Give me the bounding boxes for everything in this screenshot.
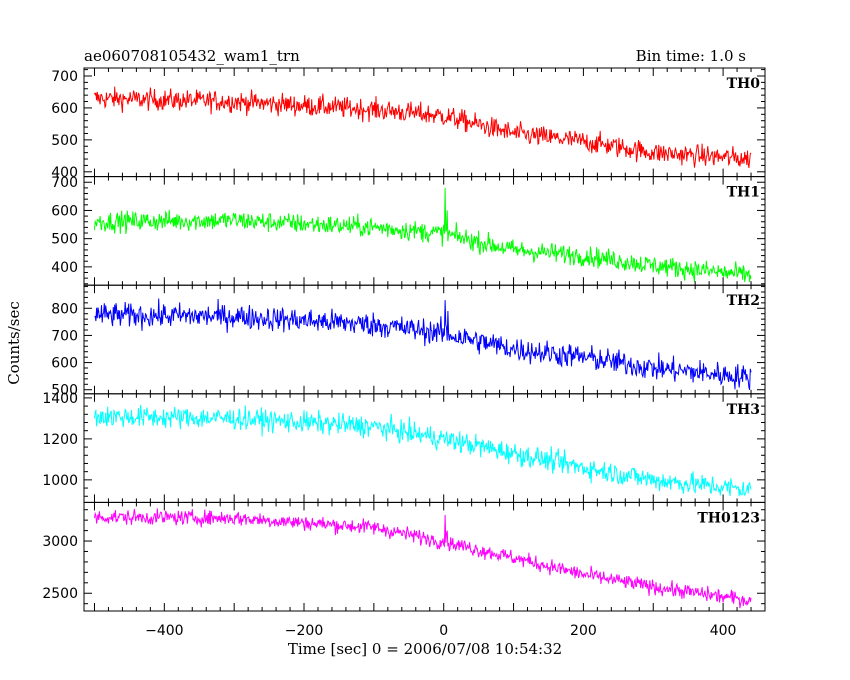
y-tick-label: 500 (51, 232, 78, 248)
y-tick-label: 700 (51, 175, 78, 191)
y-tick-label: 800 (51, 301, 78, 317)
panels: 400 500 600 700 TH0 400 500 600 700 TH1 500 600 700 8… (42, 67, 766, 612)
y-tick-label: 1000 (42, 473, 78, 489)
y-tick-label: 600 (51, 203, 78, 219)
x-axis: −400 −200 0 200 400 (145, 623, 736, 639)
chart-title: ae060708105432_wam1_trn (84, 47, 300, 65)
series-line-th0123 (94, 508, 752, 609)
panel-frame (83, 501, 766, 612)
series-label-th1: TH1 (727, 185, 760, 201)
series-line-th2 (94, 298, 752, 391)
series-label-th2: TH2 (727, 293, 760, 309)
x-tick-label: 400 (710, 623, 737, 639)
y-tick-label: 1200 (42, 432, 78, 448)
series-line-th1 (94, 187, 752, 283)
y-tick-label: 700 (51, 69, 78, 85)
y-tick-label: 500 (51, 383, 78, 399)
x-tick-label: 200 (570, 623, 597, 639)
x-axis-label: Time [sec] 0 = 2006/07/08 10:54:32 (288, 640, 562, 658)
y-tick-label: 500 (51, 133, 78, 149)
x-tick-label: −200 (285, 623, 323, 639)
x-tick-label: 0 (439, 623, 448, 639)
bin-time-label: Bin time: 1.0 s (636, 47, 746, 65)
panel-th0: 400 500 600 700 TH0 (51, 67, 766, 181)
x-tick-label: −400 (145, 623, 183, 639)
panel-th0123: 2500 3000 TH0123 (42, 501, 766, 612)
y-tick-label: 2500 (42, 586, 78, 602)
series-label-th3: TH3 (727, 402, 760, 418)
panel-th1: 400 500 600 700 TH1 (51, 175, 766, 286)
series-label-th0123: TH0123 (697, 510, 760, 526)
panel-frame (83, 67, 766, 178)
series-line-th3 (94, 404, 752, 497)
y-tick-label: 400 (51, 165, 78, 181)
y-axis-label: Counts/sec (5, 301, 23, 385)
y-tick-label: 3000 (42, 534, 78, 550)
y-tick-label: 700 (51, 328, 78, 344)
panel-th3: 1000 1200 1400 TH3 (42, 391, 766, 503)
y-tick-label: 1400 (42, 391, 78, 407)
y-tick-label: 600 (51, 356, 78, 372)
series-line-th0 (94, 86, 752, 168)
series-label-th0: TH0 (727, 76, 761, 92)
panel-th2: 500 600 700 800 TH2 (51, 284, 766, 399)
y-tick-label: 400 (51, 260, 78, 276)
y-tick-label: 600 (51, 101, 78, 117)
